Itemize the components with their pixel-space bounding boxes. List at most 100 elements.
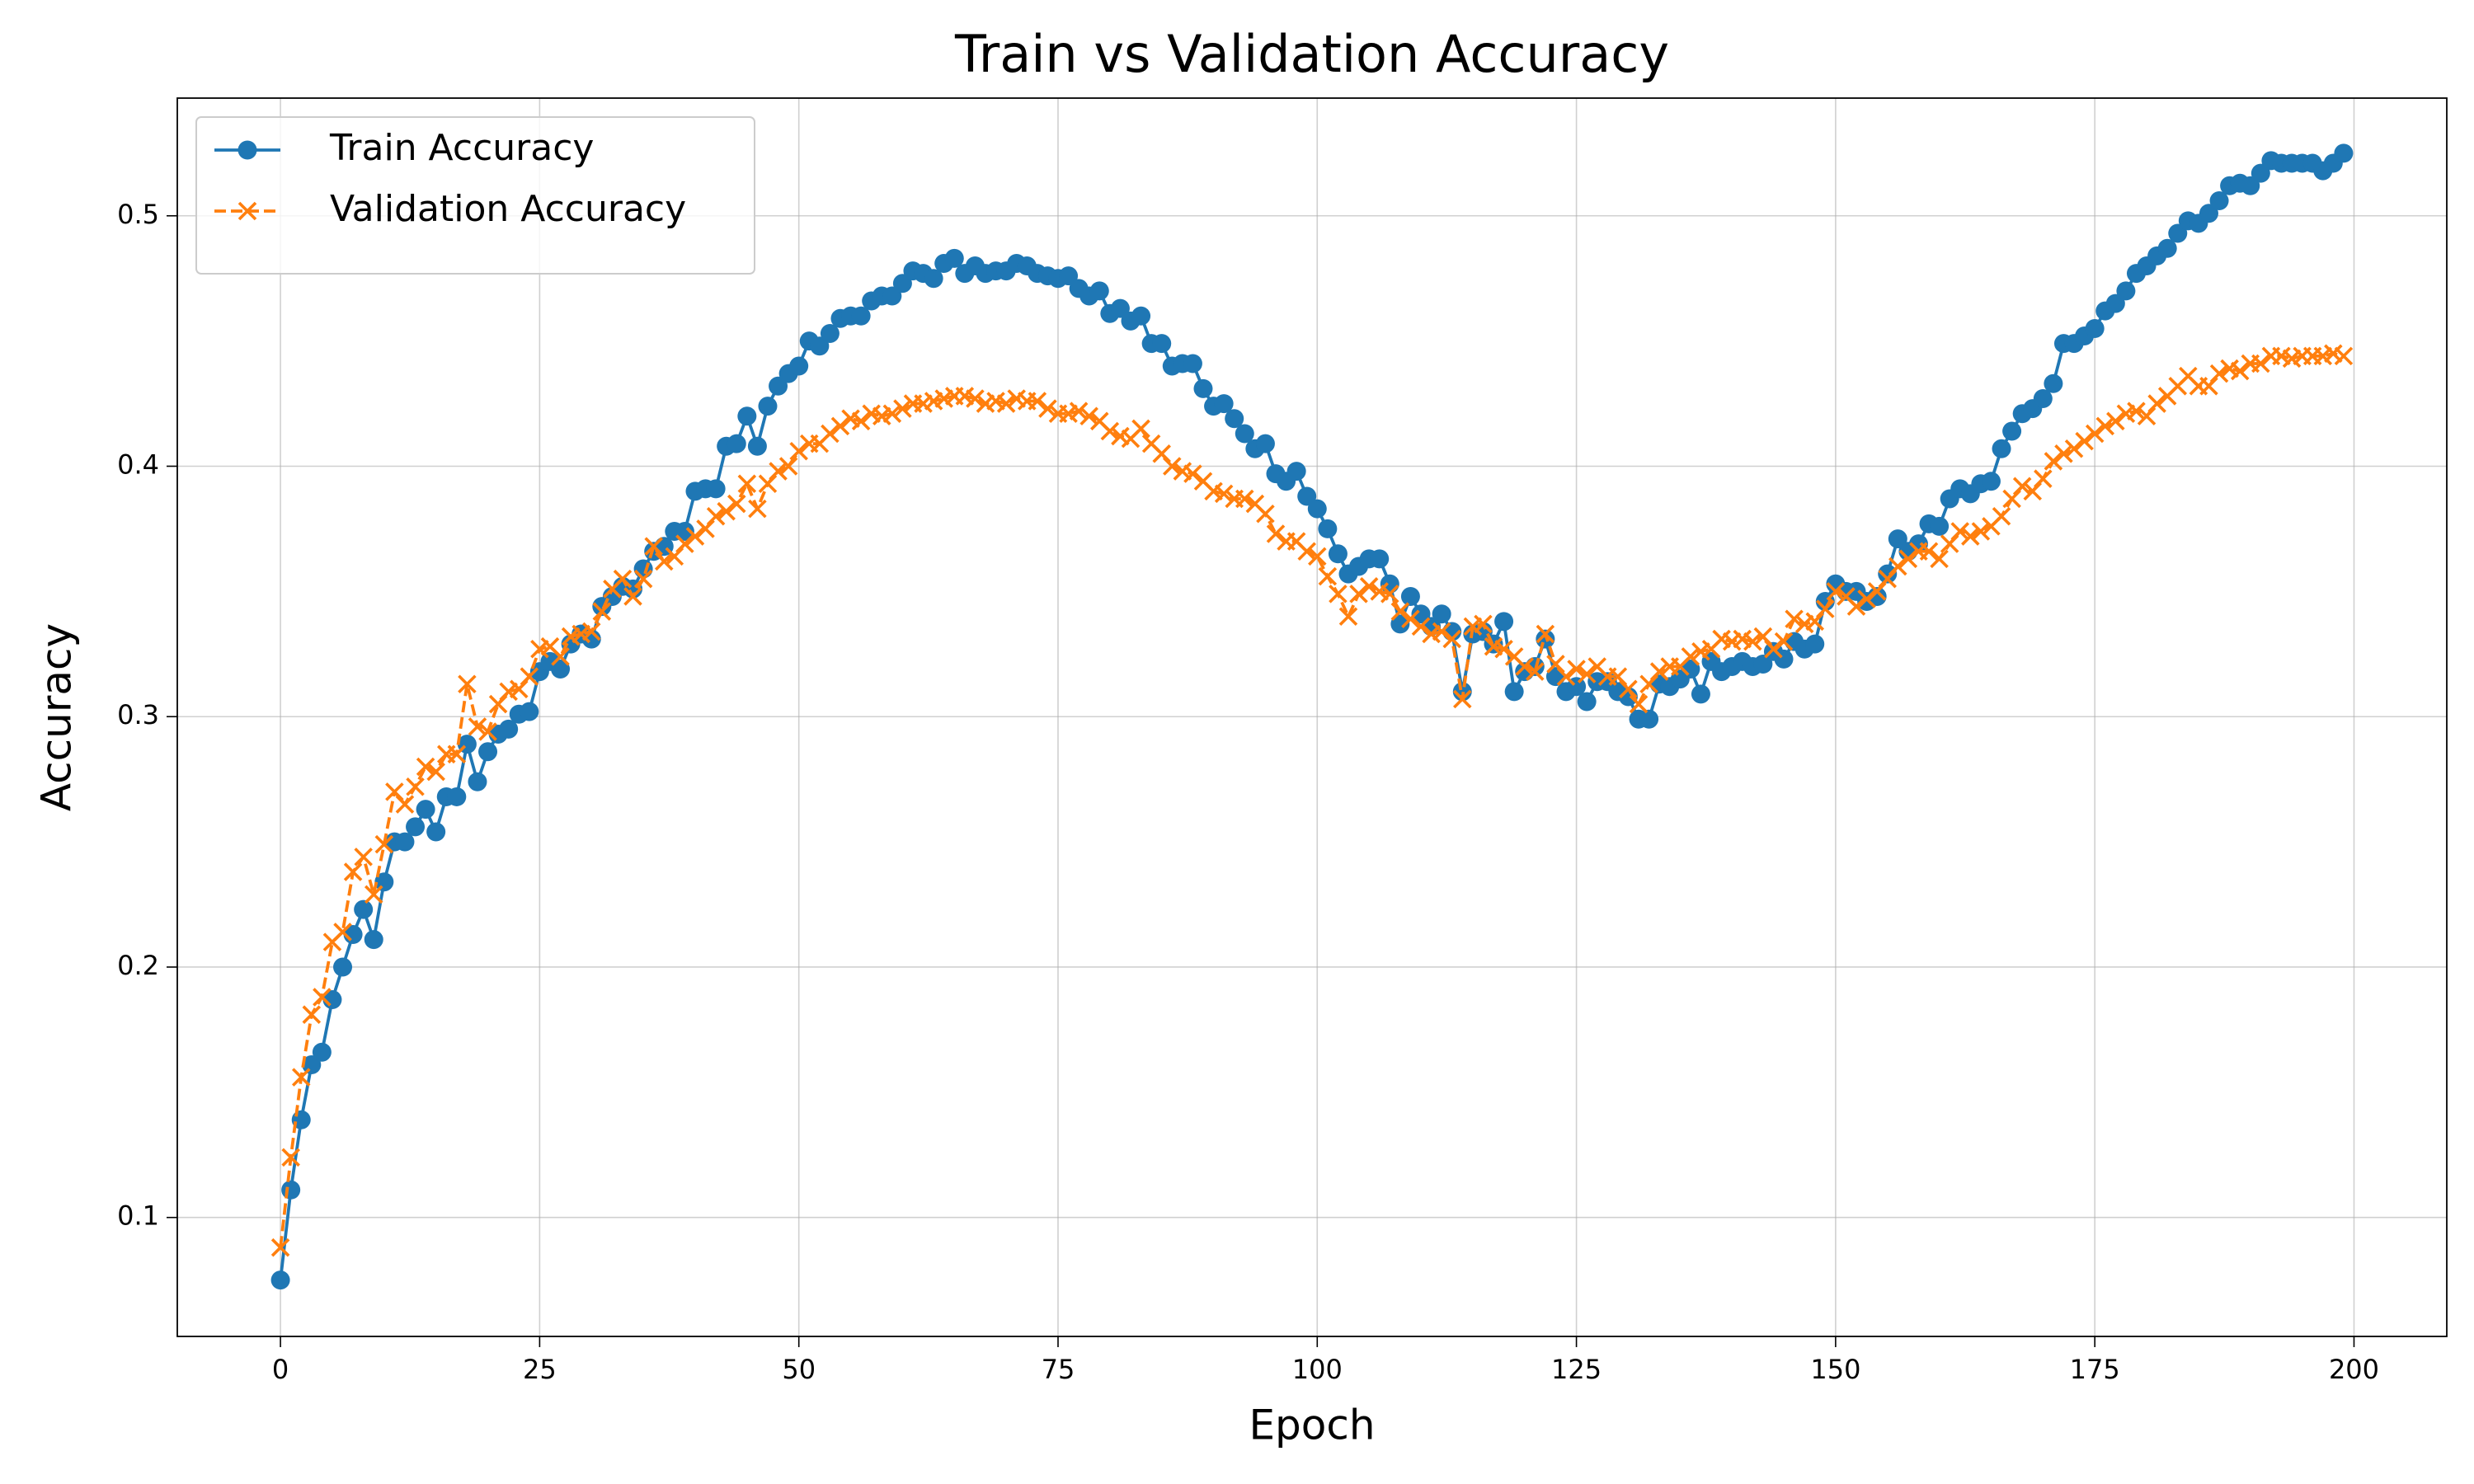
marker xyxy=(488,694,508,714)
marker xyxy=(1183,464,1202,483)
marker xyxy=(644,537,663,556)
marker xyxy=(2044,452,2063,471)
marker xyxy=(354,848,373,866)
marker xyxy=(2334,143,2354,163)
marker xyxy=(1059,266,1079,286)
marker xyxy=(416,800,435,819)
marker xyxy=(1691,684,1710,704)
marker xyxy=(2023,481,2043,501)
marker xyxy=(374,834,394,854)
marker xyxy=(1193,378,1213,398)
series xyxy=(270,344,2354,1257)
marker xyxy=(1753,627,1773,646)
y-tick-label: 0.5 xyxy=(117,199,159,230)
marker xyxy=(1338,607,1358,627)
x-tick-label: 200 xyxy=(2329,1354,2379,1385)
marker xyxy=(302,1054,322,1074)
marker xyxy=(830,416,850,436)
marker xyxy=(1400,586,1420,606)
marker xyxy=(2147,394,2166,413)
marker xyxy=(1286,462,1306,481)
marker xyxy=(623,587,642,606)
marker xyxy=(758,397,778,416)
marker xyxy=(737,474,757,494)
marker xyxy=(1370,549,1390,569)
marker xyxy=(281,1180,301,1200)
legend-marker xyxy=(238,201,257,221)
marker xyxy=(1255,434,1275,453)
marker xyxy=(1390,602,1410,621)
marker xyxy=(1359,577,1379,596)
marker xyxy=(1494,639,1513,659)
marker xyxy=(426,762,445,782)
marker xyxy=(1256,504,1275,524)
marker xyxy=(810,336,830,356)
marker xyxy=(654,552,674,571)
marker xyxy=(706,479,726,499)
marker xyxy=(2064,439,2084,458)
marker xyxy=(1089,281,1109,301)
marker xyxy=(1930,549,1949,569)
marker xyxy=(2075,431,2094,451)
marker xyxy=(966,389,985,408)
marker xyxy=(1183,354,1202,373)
marker xyxy=(1826,582,1846,601)
y-tick-label: 0.1 xyxy=(117,1200,159,1232)
marker xyxy=(717,501,736,521)
marker xyxy=(1878,564,1898,584)
marker xyxy=(1774,632,1794,651)
marker xyxy=(1214,394,1234,414)
marker xyxy=(882,286,902,306)
y-tick-label: 0.3 xyxy=(117,699,159,730)
y-axis-label: Accuracy xyxy=(33,623,81,811)
marker xyxy=(551,647,570,666)
x-tick-label: 150 xyxy=(1810,1354,1860,1385)
marker xyxy=(2157,238,2177,258)
marker xyxy=(1494,612,1514,632)
marker xyxy=(468,717,487,736)
marker xyxy=(447,744,467,764)
marker xyxy=(1992,506,2011,526)
marker xyxy=(426,822,446,842)
marker xyxy=(613,569,633,589)
marker xyxy=(291,1068,311,1087)
marker xyxy=(364,885,383,904)
marker xyxy=(478,742,498,762)
marker xyxy=(1536,629,1555,649)
marker xyxy=(2012,477,2032,496)
marker xyxy=(2002,421,2022,441)
marker xyxy=(333,957,353,977)
legend-label: Validation Accuracy xyxy=(330,188,686,230)
marker xyxy=(1992,439,2011,458)
marker xyxy=(1235,489,1254,509)
marker xyxy=(1442,629,1461,649)
plot-frame xyxy=(176,97,2448,1337)
marker xyxy=(1950,522,1970,541)
marker xyxy=(2137,406,2157,426)
marker xyxy=(2209,191,2229,211)
marker xyxy=(706,506,726,526)
legend-marker xyxy=(238,140,257,160)
marker xyxy=(1214,484,1234,504)
legend-frame xyxy=(195,116,755,275)
x-tick-label: 100 xyxy=(1292,1354,1343,1385)
marker xyxy=(1152,334,1172,354)
marker xyxy=(727,494,746,514)
marker xyxy=(1649,662,1669,681)
marker xyxy=(1981,472,2001,491)
marker xyxy=(924,269,943,289)
legend-label: Train Accuracy xyxy=(329,127,594,169)
marker xyxy=(1526,662,1545,681)
marker xyxy=(665,547,684,566)
marker xyxy=(302,1005,322,1024)
marker xyxy=(1390,614,1410,634)
marker xyxy=(747,436,767,456)
marker xyxy=(1816,599,1835,618)
marker xyxy=(778,457,798,476)
marker xyxy=(447,787,467,806)
marker xyxy=(1857,589,1876,608)
marker xyxy=(2033,388,2053,408)
marker xyxy=(882,404,902,423)
marker xyxy=(1846,597,1866,616)
marker xyxy=(406,817,426,837)
